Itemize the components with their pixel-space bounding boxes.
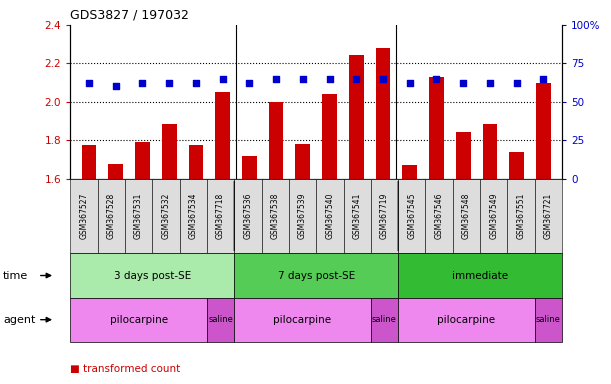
Text: saline: saline bbox=[372, 315, 397, 324]
Point bbox=[164, 80, 174, 86]
Text: 7 days post-SE: 7 days post-SE bbox=[277, 270, 355, 281]
Text: GSM367539: GSM367539 bbox=[298, 193, 307, 239]
Text: GSM367551: GSM367551 bbox=[517, 193, 525, 239]
Bar bbox=[403, 165, 417, 179]
Bar bbox=[349, 55, 364, 179]
Text: pilocarpine: pilocarpine bbox=[274, 314, 332, 325]
Point bbox=[458, 80, 468, 86]
Point bbox=[324, 76, 334, 82]
Point bbox=[111, 83, 120, 89]
Text: GSM367541: GSM367541 bbox=[353, 193, 362, 239]
Text: GSM367721: GSM367721 bbox=[544, 193, 553, 239]
Bar bbox=[456, 132, 470, 179]
Text: GSM367548: GSM367548 bbox=[462, 193, 471, 239]
Bar bbox=[189, 145, 203, 179]
Bar bbox=[82, 145, 97, 179]
Text: GSM367546: GSM367546 bbox=[434, 193, 444, 239]
Text: pilocarpine: pilocarpine bbox=[109, 314, 167, 325]
Point bbox=[485, 80, 495, 86]
Bar bbox=[483, 124, 497, 179]
Bar bbox=[376, 48, 390, 179]
Point bbox=[512, 80, 522, 86]
Point bbox=[431, 76, 441, 82]
Bar bbox=[322, 94, 337, 179]
Text: GSM367545: GSM367545 bbox=[408, 193, 416, 239]
Point bbox=[218, 76, 227, 82]
Text: GSM367536: GSM367536 bbox=[243, 193, 252, 239]
Text: GDS3827 / 197032: GDS3827 / 197032 bbox=[70, 8, 189, 21]
Bar bbox=[510, 152, 524, 179]
Text: time: time bbox=[3, 270, 28, 281]
Point bbox=[405, 80, 415, 86]
Text: GSM367528: GSM367528 bbox=[107, 193, 115, 239]
Text: GSM367718: GSM367718 bbox=[216, 193, 225, 239]
Point bbox=[191, 80, 201, 86]
Bar bbox=[242, 156, 257, 179]
Bar bbox=[215, 92, 230, 179]
Point bbox=[137, 80, 147, 86]
Bar bbox=[135, 142, 150, 179]
Point bbox=[378, 76, 388, 82]
Bar bbox=[536, 83, 551, 179]
Text: GSM367540: GSM367540 bbox=[325, 193, 334, 239]
Text: agent: agent bbox=[3, 314, 35, 325]
Text: immediate: immediate bbox=[452, 270, 508, 281]
Text: GSM367531: GSM367531 bbox=[134, 193, 143, 239]
Bar bbox=[296, 144, 310, 179]
Point bbox=[538, 76, 548, 82]
Point bbox=[244, 80, 254, 86]
Text: GSM367719: GSM367719 bbox=[380, 193, 389, 239]
Text: GSM367527: GSM367527 bbox=[79, 193, 89, 239]
Text: GSM367532: GSM367532 bbox=[161, 193, 170, 239]
Text: 3 days post-SE: 3 days post-SE bbox=[114, 270, 191, 281]
Text: saline: saline bbox=[208, 315, 233, 324]
Text: GSM367534: GSM367534 bbox=[189, 193, 198, 239]
Point bbox=[271, 76, 281, 82]
Bar bbox=[108, 164, 123, 179]
Bar bbox=[429, 77, 444, 179]
Text: GSM367538: GSM367538 bbox=[271, 193, 280, 239]
Text: saline: saline bbox=[536, 315, 561, 324]
Point bbox=[84, 80, 94, 86]
Bar bbox=[162, 124, 177, 179]
Bar bbox=[269, 102, 284, 179]
Point bbox=[298, 76, 308, 82]
Text: pilocarpine: pilocarpine bbox=[437, 314, 496, 325]
Text: ■ transformed count: ■ transformed count bbox=[70, 364, 180, 374]
Point bbox=[351, 76, 361, 82]
Text: GSM367549: GSM367549 bbox=[489, 193, 499, 239]
